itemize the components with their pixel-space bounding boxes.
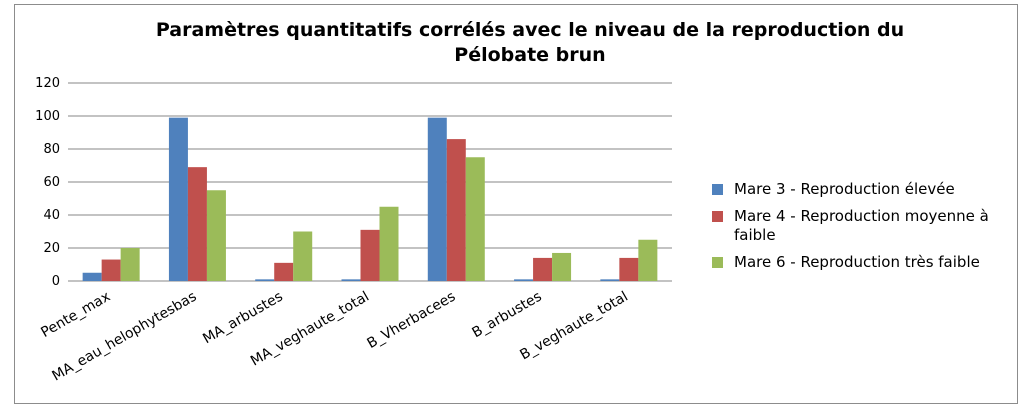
bar	[255, 279, 275, 281]
legend-swatch	[712, 184, 723, 195]
bar	[187, 167, 207, 281]
bar	[206, 190, 226, 281]
x-tick-label: MA_eau_helophytesbas	[50, 289, 200, 385]
y-tick-label: 0	[52, 274, 60, 289]
bar	[465, 157, 485, 281]
bar	[446, 139, 466, 281]
bar	[619, 257, 639, 281]
x-tick-label: B_Vherbacees	[364, 289, 458, 352]
bar	[101, 259, 121, 281]
bar	[600, 279, 620, 281]
legend-swatch	[712, 211, 723, 222]
y-tick-label: 100	[35, 109, 60, 124]
x-tick-label: MA_arbustes	[200, 289, 285, 348]
legend-entry: Mare 4 - Reproduction moyenne à faible	[712, 207, 992, 245]
chart-frame	[14, 4, 1018, 404]
bar	[427, 117, 447, 282]
bar	[82, 272, 102, 281]
y-tick-label: 80	[43, 142, 60, 157]
legend-label: Mare 6 - Reproduction très faible	[734, 253, 980, 271]
bar	[638, 239, 658, 281]
chart-title: Paramètres quantitatifs corrélés avec le…	[155, 19, 905, 66]
x-tick-label: B_arbustes	[470, 289, 545, 342]
x-tick-label: Pente_max	[38, 289, 113, 341]
y-tick-label: 20	[43, 241, 60, 256]
y-tick-label: 60	[43, 175, 60, 190]
legend: Mare 3 - Reproduction élevée Mare 4 - Rep…	[712, 180, 992, 280]
bar	[514, 279, 534, 281]
bar	[360, 229, 380, 281]
legend-entry: Mare 6 - Reproduction très faible	[712, 253, 992, 272]
y-tick-label: 40	[43, 208, 60, 223]
legend-label: Mare 4 - Reproduction moyenne à faible	[734, 207, 989, 244]
bar	[120, 248, 140, 281]
bar	[274, 262, 294, 281]
bar	[533, 257, 553, 281]
bar	[293, 231, 313, 281]
bar	[552, 252, 572, 281]
legend-entry: Mare 3 - Reproduction élevée	[712, 180, 992, 199]
bar	[341, 279, 361, 281]
y-tick-label: 120	[35, 76, 60, 91]
bar	[379, 206, 399, 281]
legend-label: Mare 3 - Reproduction élevée	[734, 180, 955, 198]
bar	[168, 117, 188, 282]
legend-swatch	[712, 257, 723, 268]
